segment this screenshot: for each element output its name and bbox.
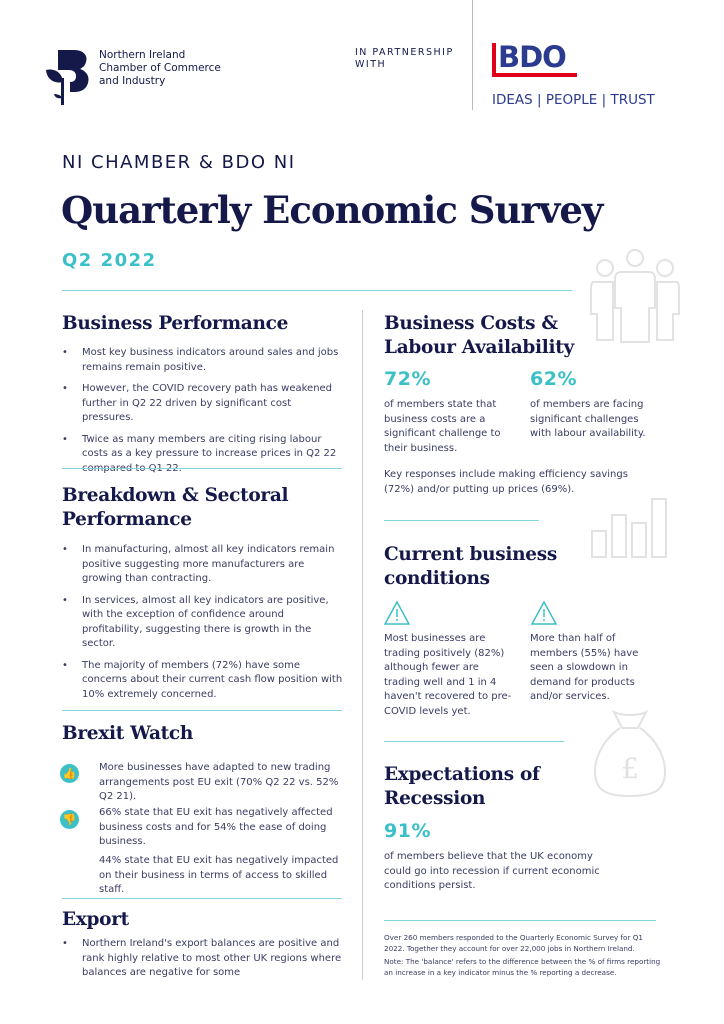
conditions-item: More than half of members (55%) have see…	[530, 633, 639, 702]
business-performance-heading: Business Performance	[62, 313, 289, 334]
divider	[62, 290, 572, 291]
warning-icon	[383, 600, 411, 625]
breakdown-heading: Breakdown & Sectoral Performance	[62, 485, 289, 530]
recession-heading: Expectations of Recession	[384, 764, 540, 809]
list-item: Northern Ireland's export balances are p…	[62, 937, 344, 981]
business-performance-list: Most key business indicators around sale…	[62, 346, 344, 483]
list-item: In manufacturing, almost all key indicat…	[62, 543, 344, 587]
thumbs-up-icon: 👍	[60, 764, 79, 783]
list-item: In services, almost all key indicators a…	[62, 594, 344, 652]
recession-stat-value: 91%	[384, 820, 431, 842]
divider	[384, 520, 539, 521]
brexit-item: 44% state that EU exit has negatively im…	[99, 855, 339, 895]
bar-chart-icon	[591, 498, 667, 558]
recession-stat-text: of members believe that the UK economy c…	[384, 851, 600, 891]
partnership-label: IN PARTNERSHIP WITH	[355, 47, 454, 71]
report-kicker: NI CHAMBER & BDO NI	[62, 152, 296, 173]
brexit-heading: Brexit Watch	[62, 723, 194, 744]
column-divider	[362, 310, 363, 980]
labour-stat-value: 62%	[530, 368, 577, 390]
survey-footnote: Over 260 members responded to the Quarte…	[384, 933, 643, 953]
bdo-wordmark: BDO	[498, 40, 567, 74]
money-bag-icon: £	[594, 709, 666, 798]
partnership-line: IN PARTNERSHIP	[355, 47, 454, 58]
chamber-name: Northern Ireland Chamber of Commerce and…	[99, 49, 221, 88]
divider	[384, 741, 564, 742]
breakdown-list: In manufacturing, almost all key indicat…	[62, 543, 344, 709]
brexit-item: 66% state that EU exit has negatively af…	[99, 807, 333, 847]
list-item: Most key business indicators around sale…	[62, 346, 344, 375]
balance-note: Note: The 'balance' refers to the differ…	[384, 957, 661, 977]
divider	[62, 468, 342, 469]
bdo-tagline: IDEAS | PEOPLE | TRUST	[492, 92, 655, 108]
report-period: Q2 2022	[62, 250, 157, 271]
brexit-item: More businesses have adapted to new trad…	[99, 762, 339, 802]
page-title: Quarterly Economic Survey	[61, 188, 603, 232]
business-costs-heading: Business Costs & Labour Availability	[384, 313, 574, 358]
export-heading: Export	[62, 909, 129, 930]
costs-stat-value: 72%	[384, 368, 431, 390]
list-item: Twice as many members are citing rising …	[62, 433, 344, 477]
chamber-logo-icon	[46, 50, 89, 105]
costs-note: Key responses include making efficiency …	[384, 469, 628, 495]
divider	[384, 920, 656, 921]
partnership-line: WITH	[355, 59, 387, 70]
labour-stat-text: of members are facing significant challe…	[530, 399, 646, 439]
chamber-name-line: Northern Ireland	[99, 49, 186, 61]
export-list: Northern Ireland's export balances are p…	[62, 937, 344, 988]
conditions-heading: Current business conditions	[384, 544, 557, 589]
warning-icon	[530, 600, 558, 625]
chamber-name-line: Chamber of Commerce	[99, 62, 221, 74]
list-item: However, the COVID recovery path has wea…	[62, 382, 344, 426]
conditions-item: Most businesses are trading positively (…	[384, 633, 512, 717]
bdo-logo: BDO	[492, 40, 577, 77]
people-icon	[590, 249, 680, 343]
header-divider	[472, 0, 473, 110]
costs-stat-text: of members state that business costs are…	[384, 399, 501, 454]
thumbs-down-icon: 👎	[60, 810, 79, 829]
chamber-name-line: and Industry	[99, 75, 166, 87]
divider	[62, 898, 342, 899]
list-item: The majority of members (72%) have some …	[62, 659, 344, 703]
divider	[62, 710, 342, 711]
svg-text:£: £	[621, 752, 639, 785]
